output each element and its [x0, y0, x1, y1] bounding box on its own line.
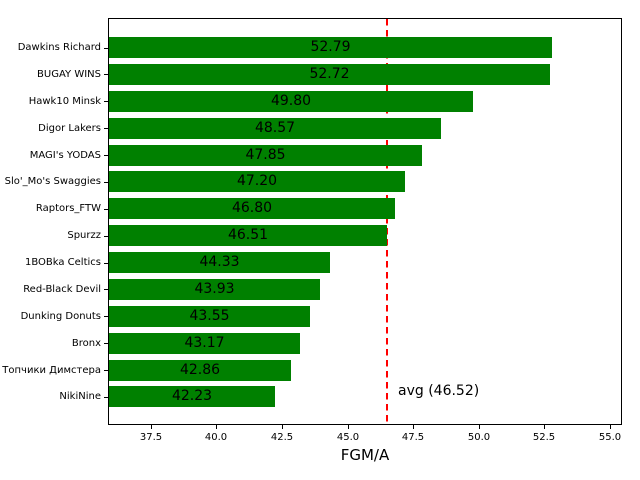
- bar: 52.79: [109, 37, 552, 58]
- bar: 48.57: [109, 118, 441, 139]
- bar-value-label: 49.80: [270, 93, 312, 109]
- bar: 46.80: [109, 198, 395, 219]
- y-tick-mark: [104, 370, 108, 371]
- y-tick-label: MAGI's YODAS: [29, 150, 101, 161]
- y-tick-label: Slo'_Mo's Swaggies: [4, 176, 101, 187]
- y-tick-label: Dunking Donuts: [20, 311, 101, 322]
- x-tick-mark: [544, 425, 545, 429]
- bar-value-label: 46.80: [231, 200, 273, 216]
- y-tick-label: Dawkins Richard: [17, 42, 101, 53]
- bar-value-label: 43.93: [194, 281, 235, 297]
- bar-value-label: 47.85: [245, 147, 286, 163]
- y-tick-mark: [104, 182, 108, 183]
- y-tick-label: NikiNine: [59, 391, 101, 402]
- x-tick-label: 52.5: [532, 432, 556, 443]
- x-axis-label: FGM/A: [340, 446, 390, 464]
- plot-area: avg (46.52) 52.79 52.72 49.80 48.57 47.85 47.…: [108, 18, 622, 425]
- y-tick-mark: [104, 263, 108, 264]
- bar-value-label: 44.33: [199, 254, 240, 270]
- x-tick-mark: [348, 425, 349, 429]
- y-tick-mark: [104, 316, 108, 317]
- bar-value-label: 52.79: [310, 39, 351, 55]
- y-tick-label: Digor Lakers: [38, 123, 101, 134]
- y-tick-label: Топчики Димстера: [2, 365, 101, 376]
- bar: 44.33: [109, 252, 330, 273]
- y-tick-label: 1BOBka Celtics: [24, 257, 101, 268]
- x-tick-mark: [151, 425, 152, 429]
- y-tick-mark: [104, 289, 108, 290]
- bar-value-label: 43.55: [189, 308, 230, 324]
- avg-label: avg (46.52): [398, 383, 480, 399]
- bar-value-label: 52.72: [309, 66, 350, 82]
- y-tick-mark: [104, 48, 108, 49]
- x-tick-mark: [610, 425, 611, 429]
- y-tick-mark: [104, 155, 108, 156]
- bar: 52.72: [109, 64, 550, 85]
- x-tick-label: 42.5: [270, 432, 294, 443]
- bar-value-label: 43.17: [184, 335, 225, 351]
- x-tick-label: 55.0: [598, 432, 622, 443]
- y-tick-mark: [104, 209, 108, 210]
- bar-value-label: 46.51: [227, 227, 269, 243]
- bar: 49.80: [109, 91, 473, 112]
- avg-line: [386, 19, 388, 424]
- y-tick-label: Spurzz: [67, 230, 101, 241]
- y-tick-label: Hawk10 Minsk: [28, 96, 101, 107]
- x-tick-mark: [479, 425, 480, 429]
- y-tick-label: Red-Black Devil: [23, 284, 101, 295]
- bar: 46.51: [109, 225, 387, 246]
- x-tick-label: 37.5: [139, 432, 163, 443]
- bar-value-label: 47.20: [236, 173, 278, 189]
- bar: 43.93: [109, 279, 320, 300]
- bar: 42.86: [109, 360, 291, 381]
- y-tick-mark: [104, 74, 108, 75]
- x-tick-mark: [413, 425, 414, 429]
- x-tick-label: 47.5: [401, 432, 425, 443]
- y-tick-mark: [104, 343, 108, 344]
- y-tick-mark: [104, 101, 108, 102]
- y-tick-mark: [104, 236, 108, 237]
- x-tick-mark: [216, 425, 217, 429]
- y-tick-label: BUGAY WINS: [37, 69, 101, 80]
- bar: 47.20: [109, 171, 405, 192]
- y-tick-mark: [104, 397, 108, 398]
- bar-value-label: 42.86: [179, 362, 221, 378]
- y-tick-label: Raptors_FTW: [35, 203, 101, 214]
- bar-value-label: 48.57: [254, 120, 296, 136]
- y-tick-mark: [104, 128, 108, 129]
- bar-value-label: 42.23: [171, 388, 213, 404]
- bar: 42.23: [109, 386, 275, 407]
- x-tick-label: 45.0: [336, 432, 360, 443]
- x-tick-mark: [282, 425, 283, 429]
- bar: 43.55: [109, 306, 310, 327]
- x-tick-label: 50.0: [467, 432, 491, 443]
- bar: 43.17: [109, 333, 300, 354]
- x-tick-label: 40.0: [204, 432, 228, 443]
- y-tick-label: Bronx: [71, 338, 101, 349]
- bar: 47.85: [109, 145, 422, 166]
